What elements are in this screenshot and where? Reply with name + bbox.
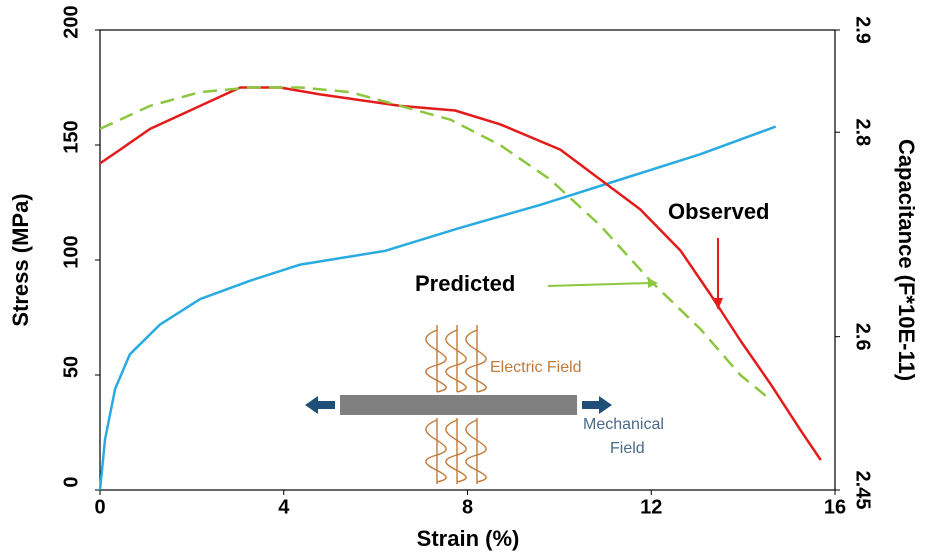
y2-tick-label: 2.6 (852, 323, 874, 351)
predicted-arrow (547, 282, 651, 287)
electric-field-label: Electric Field (490, 359, 582, 376)
y-axis-title: Stress (MPa) (8, 193, 33, 326)
y-tick-label: 200 (60, 5, 82, 38)
plot-frame (99, 29, 836, 491)
x-tick-label: 0 (94, 496, 105, 518)
x-tick-label: 16 (824, 496, 846, 518)
y2-tick-label: 2.8 (852, 118, 874, 146)
left-arrow (305, 396, 335, 414)
specimen-bar (340, 395, 577, 415)
y-tick-label: 100 (60, 235, 82, 268)
right-arrow (582, 396, 612, 414)
inset-diagram: Electric Field Mechanical Field (305, 325, 664, 484)
y2-tick-label: 2.45 (852, 471, 874, 510)
y2-axis-title: Capacitance (F*10E-11) (894, 139, 919, 381)
y2-tick-label: 2.9 (852, 16, 874, 44)
series-label: Predicted (415, 271, 515, 296)
y-tick-label: 0 (60, 476, 82, 487)
series-label: Observed (668, 199, 770, 224)
y-tick-label: 150 (60, 120, 82, 153)
x-tick-label: 12 (640, 496, 662, 518)
data-line (99, 86, 822, 461)
x-tick-label: 8 (462, 496, 473, 518)
mechanical-field-label: Field (610, 440, 645, 457)
x-axis-title: Strain (%) (417, 526, 520, 551)
data-line (99, 86, 767, 397)
data-line (98, 125, 777, 491)
field-waves (425, 325, 487, 484)
y-tick-label: 50 (60, 356, 82, 378)
x-tick-label: 4 (278, 496, 290, 518)
mechanical-field-label: Mechanical (583, 416, 664, 433)
